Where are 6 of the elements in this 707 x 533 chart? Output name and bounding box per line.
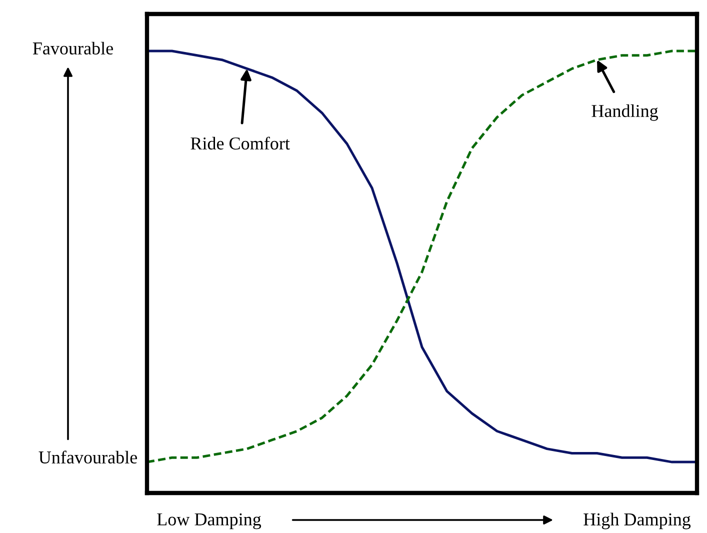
text: High Damping [584,512,691,530]
text: Ride Comfort [190,136,290,150]
text: Low Damping [157,513,262,530]
text: Handling [592,104,658,121]
text: Unfavourable [38,450,138,464]
text: Favourable [32,42,113,55]
